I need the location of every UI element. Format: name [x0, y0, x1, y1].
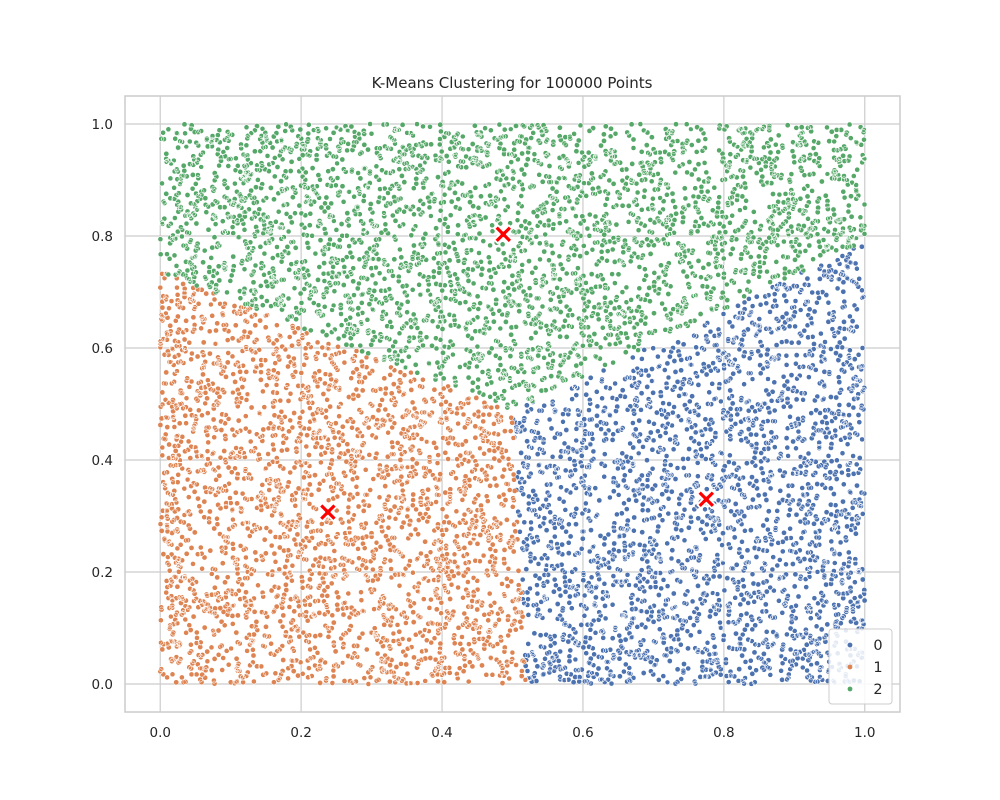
y-tick-label: 0.0	[92, 677, 113, 693]
cluster-0-points	[510, 243, 868, 687]
x-tick-label: 0.0	[149, 725, 170, 741]
x-tick-label: 0.8	[713, 725, 734, 741]
legend-label-0: 0	[873, 638, 882, 654]
tick-labels: 0.0 0.2 0.4 0.6 0.8 1.0 0.0 0.2 0.4 0.6 0.8 1.0	[92, 117, 876, 741]
scatter-points	[157, 121, 868, 687]
cluster-1-points	[157, 271, 529, 687]
y-tick-label: 0.2	[92, 565, 113, 581]
centroid-markers	[318, 224, 717, 522]
y-tick-label: 0.8	[92, 229, 113, 245]
x-tick-label: 0.2	[290, 725, 311, 741]
centroid-marker-1	[318, 502, 338, 522]
x-tick-label: 0.4	[431, 725, 452, 741]
legend-label-1: 1	[873, 660, 882, 676]
legend-marker-2	[847, 686, 853, 692]
centroid-marker-2	[493, 224, 514, 245]
y-tick-label: 0.4	[92, 453, 113, 469]
legend: 0 1 2	[828, 628, 893, 705]
cluster-2-points	[157, 121, 868, 411]
centroid-marker-0	[696, 489, 717, 510]
y-tick-label: 0.6	[92, 341, 113, 357]
axes-frame	[124, 95, 901, 713]
legend-label-2: 2	[873, 682, 882, 698]
legend-marker-0	[847, 642, 853, 648]
x-tick-label: 1.0	[854, 725, 875, 741]
legend-box	[828, 628, 893, 705]
chart-title: K-Means Clustering for 100000 Points	[372, 74, 653, 92]
y-tick-label: 1.0	[92, 117, 113, 133]
legend-marker-1	[847, 664, 853, 670]
x-tick-label: 0.6	[572, 725, 593, 741]
